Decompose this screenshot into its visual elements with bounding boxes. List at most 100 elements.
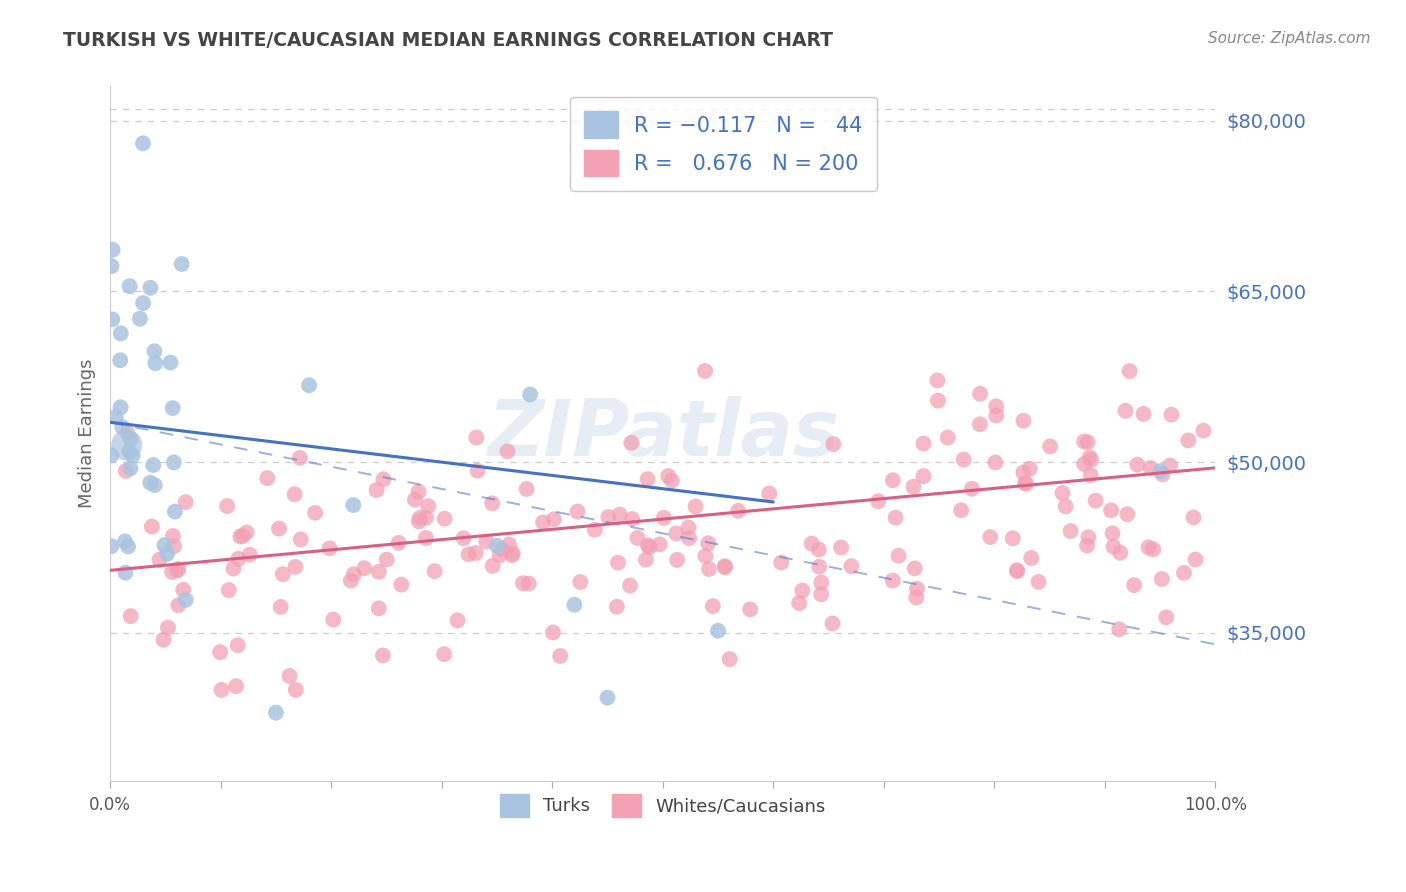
- Point: [235, 525, 257, 540]
- Point: [1077, 435, 1099, 450]
- Point: [174, 495, 197, 509]
- Point: [986, 400, 1008, 414]
- Point: [1018, 461, 1040, 475]
- Point: [823, 437, 845, 451]
- Point: [491, 542, 513, 557]
- Point: [278, 669, 301, 683]
- Point: [408, 484, 430, 499]
- Point: [661, 474, 683, 488]
- Point: [1099, 503, 1122, 517]
- Point: [1077, 530, 1099, 544]
- Point: [564, 598, 586, 612]
- Point: [143, 344, 166, 359]
- Point: [111, 420, 134, 434]
- Point: [1139, 461, 1161, 475]
- Point: [787, 596, 810, 610]
- Point: [475, 534, 498, 549]
- Point: [984, 455, 1007, 469]
- Point: [1015, 476, 1038, 491]
- Point: [446, 614, 468, 628]
- Point: [912, 469, 935, 483]
- Point: [271, 567, 294, 582]
- Point: [1182, 510, 1205, 524]
- Point: [1123, 578, 1146, 592]
- Point: [465, 431, 488, 445]
- Point: [304, 506, 326, 520]
- Point: [342, 498, 364, 512]
- Point: [1109, 546, 1132, 560]
- Point: [887, 549, 910, 563]
- Point: [952, 452, 974, 467]
- Point: [288, 450, 311, 465]
- Point: [222, 561, 245, 575]
- Point: [117, 540, 139, 554]
- Point: [1177, 434, 1199, 448]
- Point: [1142, 542, 1164, 557]
- Point: [638, 540, 661, 554]
- Point: [415, 511, 437, 525]
- Point: [727, 504, 749, 518]
- Text: Source: ZipAtlas.com: Source: ZipAtlas.com: [1208, 31, 1371, 46]
- Point: [979, 530, 1001, 544]
- Point: [1028, 574, 1050, 589]
- Point: [637, 472, 659, 486]
- Point: [517, 576, 540, 591]
- Point: [485, 539, 508, 553]
- Point: [120, 609, 142, 624]
- Point: [290, 533, 312, 547]
- Point: [1160, 408, 1182, 422]
- Point: [1001, 531, 1024, 545]
- Point: [583, 523, 606, 537]
- Point: [120, 432, 142, 446]
- Point: [152, 632, 174, 647]
- Text: TURKISH VS WHITE/CAUCASIAN MEDIAN EARNINGS CORRELATION CHART: TURKISH VS WHITE/CAUCASIAN MEDIAN EARNIN…: [63, 31, 834, 50]
- Text: ZIPatlas: ZIPatlas: [486, 396, 839, 472]
- Y-axis label: Median Earnings: Median Earnings: [79, 359, 96, 508]
- Point: [1152, 467, 1174, 482]
- Point: [343, 567, 366, 582]
- Point: [453, 531, 475, 545]
- Point: [541, 625, 564, 640]
- Point: [1005, 563, 1028, 577]
- Point: [1118, 364, 1140, 378]
- Point: [1014, 476, 1036, 491]
- Point: [693, 364, 716, 378]
- Point: [1073, 457, 1095, 471]
- Point: [115, 438, 138, 452]
- Point: [496, 444, 519, 458]
- Point: [353, 561, 375, 575]
- Point: [371, 648, 394, 663]
- Point: [415, 531, 437, 545]
- Point: [626, 531, 648, 545]
- Point: [1039, 439, 1062, 453]
- Point: [156, 621, 179, 635]
- Point: [1159, 458, 1181, 473]
- Point: [166, 563, 188, 577]
- Point: [142, 458, 165, 472]
- Point: [807, 542, 830, 557]
- Point: [408, 515, 430, 529]
- Point: [678, 520, 700, 534]
- Point: [620, 435, 643, 450]
- Point: [366, 483, 388, 497]
- Point: [648, 537, 671, 551]
- Point: [389, 577, 412, 591]
- Point: [118, 444, 141, 458]
- Point: [211, 682, 233, 697]
- Point: [740, 602, 762, 616]
- Point: [143, 478, 166, 492]
- Point: [960, 482, 983, 496]
- Point: [1076, 539, 1098, 553]
- Point: [167, 562, 190, 576]
- Point: [1059, 524, 1081, 538]
- Point: [100, 449, 122, 463]
- Point: [170, 257, 193, 271]
- Point: [1116, 507, 1139, 521]
- Point: [969, 386, 991, 401]
- Point: [156, 547, 179, 561]
- Point: [101, 243, 124, 257]
- Point: [519, 387, 541, 401]
- Point: [143, 356, 166, 370]
- Point: [621, 512, 644, 526]
- Point: [114, 464, 136, 478]
